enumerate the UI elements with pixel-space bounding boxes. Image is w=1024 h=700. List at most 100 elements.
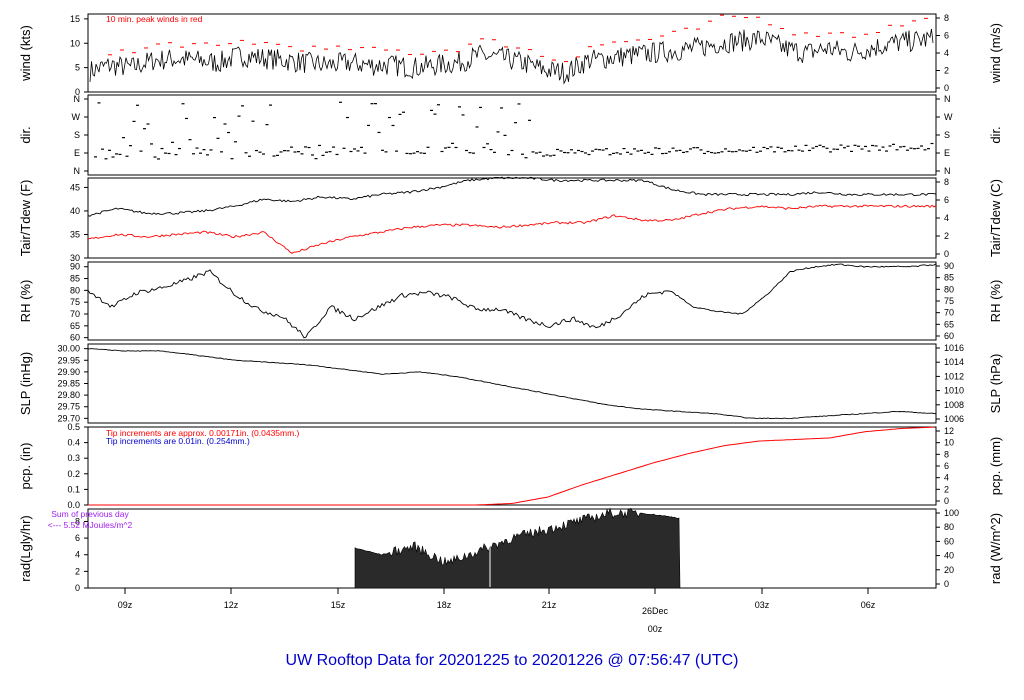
slp-line: [87, 348, 937, 420]
x-tick-label: 18z: [437, 600, 452, 610]
y-axis-label-left: SLP (inHg): [18, 352, 33, 415]
y-tick-label-right: 6: [944, 461, 949, 471]
x-tick-label: 12z: [224, 600, 239, 610]
y-tick-label-right: 12: [944, 426, 954, 436]
y-tick-label-right: 4: [944, 213, 949, 223]
y-tick-label-left: 29.80: [57, 390, 80, 400]
panel-frame: [87, 261, 937, 341]
y-tick-label-right: 40: [944, 551, 954, 561]
x-tick-label: 06z: [861, 600, 876, 610]
y-axis-label-right: dir.: [988, 126, 1003, 143]
y-tick-label-right: 80: [944, 522, 954, 532]
x-tick-label: 15z: [331, 600, 346, 610]
rad-sum-note: Sum of previous day: [51, 509, 129, 519]
precip-line: [88, 426, 935, 506]
y-axis-label-left: RH (%): [18, 280, 33, 323]
y-axis-label-right: SLP (hPa): [988, 354, 1003, 414]
y-tick-label-left: 65: [70, 321, 80, 331]
y-tick-label-left: 29.85: [57, 379, 80, 389]
y-tick-label-right: 0: [944, 496, 949, 506]
y-tick-label-left: 0.4: [67, 438, 80, 448]
y-tick-label-left: 85: [70, 274, 80, 284]
y-tick-label-left: 29.75: [57, 402, 80, 412]
y-axis-label-right: wind (m/s): [988, 23, 1003, 84]
radiation-area: [354, 507, 681, 589]
page-title: UW Rooftop Data for 20201225 to 20201226…: [286, 652, 739, 669]
y-tick-label-right: 2: [944, 484, 949, 494]
y-tick-label-right: 6: [944, 31, 949, 41]
x-tick-label: 26Dec: [642, 606, 669, 616]
y-tick-label-left: 10: [70, 38, 80, 48]
y-tick-label-right: N: [944, 94, 951, 104]
y-tick-label-right: 100: [944, 508, 959, 518]
y-tick-label-right: E: [944, 148, 950, 158]
y-axis-label-right: pcp. (mm): [988, 437, 1003, 496]
y-tick-label-left: 30.00: [57, 344, 80, 354]
y-tick-label-left: 35: [70, 229, 80, 239]
y-axis-label-left: Tair/Tdew (F): [18, 180, 33, 257]
y-tick-label-left: 8: [75, 516, 80, 526]
y-tick-label-left: E: [74, 148, 80, 158]
y-axis-label-right: Tair/Tdew (C): [988, 179, 1003, 257]
y-tick-label-right: 65: [944, 319, 954, 329]
x-tick-label: 21z: [542, 600, 557, 610]
y-tick-label-left: 60: [70, 333, 80, 343]
y-axis-label-left: pcp. (in): [18, 443, 33, 490]
y-tick-label-right: 1014: [944, 357, 964, 367]
y-tick-label-left: 0.0: [67, 500, 80, 510]
y-tick-label-right: 85: [944, 273, 954, 283]
panel-frame: [87, 177, 937, 259]
y-tick-label-right: 70: [944, 308, 954, 318]
y-tick-label-right: 60: [944, 536, 954, 546]
y-axis-label-left: rad(Lgly/hr): [18, 515, 33, 581]
y-tick-label-right: N: [944, 166, 951, 176]
y-tick-label-left: 29.95: [57, 355, 80, 365]
y-tick-label-right: 8: [944, 177, 949, 187]
y-tick-label-right: 60: [944, 331, 954, 341]
y-tick-label-right: 1010: [944, 386, 964, 396]
y-tick-label-right: 20: [944, 565, 954, 575]
y-tick-label-left: 2: [75, 566, 80, 576]
panel-frame: [87, 343, 937, 424]
y-tick-label-left: 45: [70, 182, 80, 192]
y-tick-label-right: 80: [944, 284, 954, 294]
tip-note-approx: Tip increments are approx. 0.00171in. (0…: [106, 428, 300, 438]
y-tick-label-left: 0.5: [67, 422, 80, 432]
y-axis-label-left: dir.: [18, 126, 33, 143]
y-tick-label-left: 5: [75, 63, 80, 73]
y-tick-label-right: 10: [944, 438, 954, 448]
dewpoint-line: [87, 204, 937, 254]
y-axis-label-left: wind (kts): [18, 25, 33, 82]
y-tick-label-left: 0: [75, 583, 80, 593]
y-tick-label-left: 40: [70, 206, 80, 216]
panel-frame: [87, 94, 937, 176]
y-tick-label-right: 4: [944, 48, 949, 58]
y-tick-label-left: S: [74, 130, 80, 140]
y-tick-label-left: 80: [70, 285, 80, 295]
y-tick-label-right: 2: [944, 66, 949, 76]
wind-line: [89, 28, 934, 85]
y-tick-label-left: 0: [75, 87, 80, 97]
y-tick-label-left: 0.1: [67, 484, 80, 494]
y-tick-label-left: 29.70: [57, 413, 80, 423]
y-tick-label-left: N: [74, 94, 81, 104]
panel-frame: [87, 13, 937, 93]
y-tick-label-left: 90: [70, 262, 80, 272]
y-tick-label-right: 0: [944, 83, 949, 93]
y-tick-label-right: 90: [944, 261, 954, 271]
y-tick-label-left: 75: [70, 297, 80, 307]
y-tick-label-left: 4: [75, 550, 80, 560]
x-tick-label: 03z: [755, 600, 770, 610]
y-tick-label-left: N: [74, 166, 81, 176]
y-tick-label-right: 6: [944, 195, 949, 205]
air-temp-line: [87, 176, 937, 217]
y-tick-label-left: 15: [70, 14, 80, 24]
y-tick-label-left: 0.2: [67, 469, 80, 479]
y-axis-label-right: rad (W/m^2): [988, 513, 1003, 584]
y-tick-label-right: 8: [944, 449, 949, 459]
y-tick-label-left: 6: [75, 533, 80, 543]
rad-sum-value: <--- 5.52 MJoules/m^2: [48, 520, 133, 530]
y-tick-label-right: 0: [944, 249, 949, 259]
y-tick-label-right: 0: [944, 579, 949, 589]
